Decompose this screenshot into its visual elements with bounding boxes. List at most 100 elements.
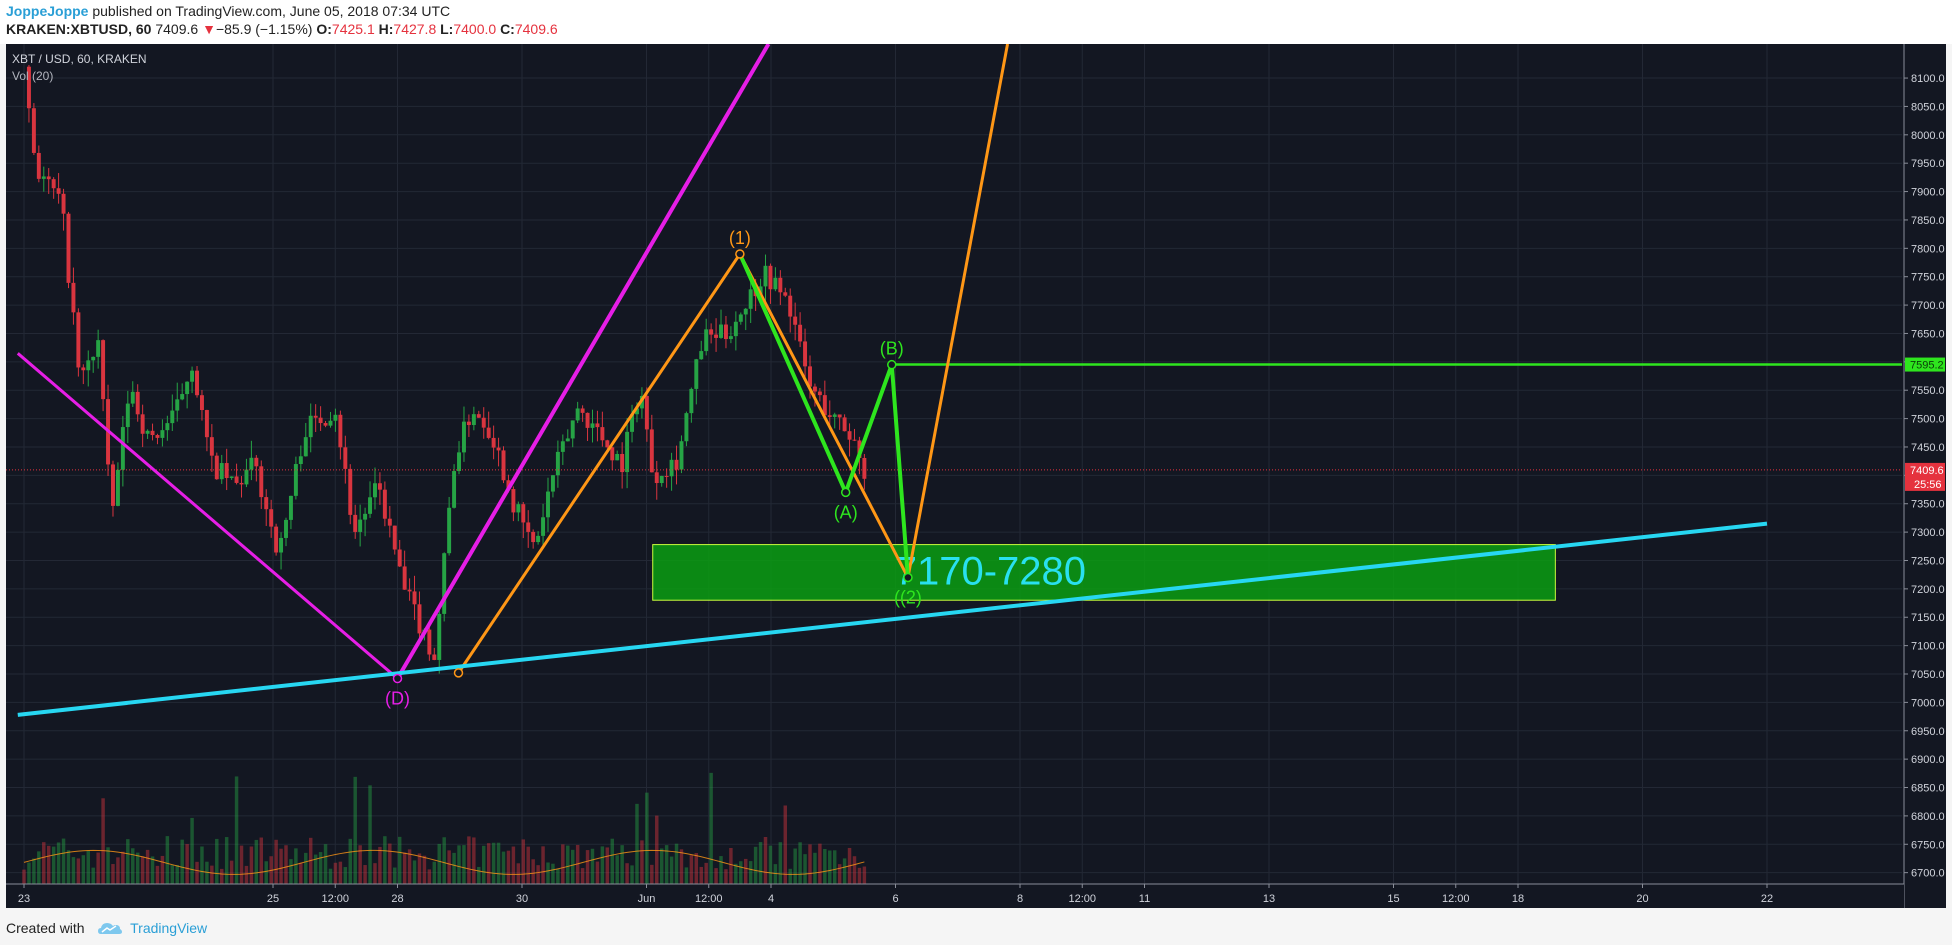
volume-bar [353, 776, 357, 884]
trendline-orange-projection [906, 44, 1010, 578]
volume-bar [116, 857, 120, 884]
candle-body [303, 437, 308, 457]
volume-bar [462, 845, 466, 884]
candle-body [565, 438, 570, 442]
candle-body [96, 340, 101, 357]
candle-body [768, 265, 773, 290]
volume-bar [101, 798, 105, 884]
chart-area[interactable]: 7170-7280 (D) (1) (A) (B) ((2) 8100.0 8050.0 800… [6, 44, 1946, 908]
candle-body [358, 519, 363, 532]
candle-body [377, 483, 382, 490]
candle-body [76, 312, 81, 368]
volume-bar [402, 852, 407, 884]
volume-bar [615, 855, 619, 884]
volume-bar [501, 851, 506, 884]
time-tick-label: 12:00 [695, 893, 723, 905]
volume-bar [284, 845, 288, 884]
candle-body [26, 66, 31, 109]
volume-bar [215, 838, 219, 884]
candle-body [842, 417, 847, 432]
time-tick-label: 22 [1761, 893, 1773, 905]
close-value: 7409.6 [514, 21, 558, 37]
volume-bar [521, 839, 526, 884]
candle-body [145, 430, 150, 434]
volume-bar [491, 842, 496, 884]
candle-body [788, 295, 793, 317]
time-tick-label: 8 [1017, 893, 1023, 905]
time-tick-label: 20 [1636, 893, 1648, 905]
volume-bar [289, 859, 293, 884]
price-tick-label: 7900.0 [1911, 187, 1945, 199]
indicator-label: Vol (20) [12, 69, 53, 83]
candle-body [71, 282, 76, 313]
candle-body [66, 213, 71, 283]
volume-bar [798, 842, 802, 884]
candle-body [580, 408, 585, 413]
candle-body [560, 441, 565, 452]
volume-bar [328, 868, 333, 884]
candle-body [264, 497, 269, 510]
low-value: 7400.0 [453, 21, 497, 37]
price-chart[interactable]: 7170-7280 (D) (1) (A) (B) ((2) 8100.0 8050.0 800… [6, 44, 1946, 908]
volume-bar [605, 847, 610, 884]
candle-body [373, 483, 377, 498]
volume-bar [585, 850, 590, 884]
candle-body [783, 292, 788, 296]
candle-body [432, 654, 437, 660]
candle-body [437, 613, 442, 660]
price-tick-label: 7650.0 [1911, 328, 1945, 340]
volume-bar [556, 869, 560, 884]
volume-bar [71, 857, 76, 884]
candle-body [590, 423, 595, 428]
volume-bar [659, 848, 664, 884]
volume-bar [694, 852, 699, 884]
volume-bar [832, 850, 837, 884]
price-tick-label: 7850.0 [1911, 215, 1945, 227]
volume-bar [279, 848, 283, 884]
candle-body [140, 414, 145, 434]
candle-body [684, 413, 689, 442]
volume-bar [318, 852, 323, 884]
volume-ma-line [23, 849, 865, 875]
trendline-magenta-down [16, 352, 399, 680]
candle-body [723, 324, 728, 340]
price-tick-label: 7550.0 [1911, 385, 1945, 397]
volume-bar [729, 848, 733, 884]
author-link[interactable]: JoppeJoppe [6, 3, 89, 19]
volume-bar [427, 869, 432, 884]
candle-body [615, 453, 620, 461]
candle-body [180, 394, 185, 400]
volume-bar [388, 843, 392, 884]
candle-body [41, 176, 46, 179]
candle-body [219, 463, 224, 480]
volume-bar [383, 836, 387, 884]
candle-body [585, 412, 590, 428]
trendline-green-wave [738, 253, 910, 578]
volume-bar [679, 849, 684, 884]
volume-bar [486, 843, 491, 884]
candle-body [135, 391, 140, 415]
volume-bar [37, 851, 41, 884]
candle-body [803, 341, 808, 367]
candle-body [269, 509, 274, 527]
candle-body [111, 464, 115, 506]
candle-body [392, 525, 397, 550]
price-tick-label: 7500.0 [1911, 414, 1945, 426]
volume-bar [778, 842, 783, 884]
price-tick-label: 6700.0 [1911, 868, 1945, 880]
candle-body [185, 381, 190, 395]
pivot-point [903, 572, 913, 583]
volume-bar [541, 846, 545, 884]
volume-bar [857, 867, 862, 884]
candle-body [259, 466, 264, 498]
candle-body [550, 475, 555, 492]
tradingview-link[interactable]: TradingView [130, 920, 208, 936]
volume-bar [768, 845, 773, 884]
volume-bar [684, 867, 689, 884]
candles [26, 65, 867, 674]
time-tick-label: 6 [892, 893, 898, 905]
volume-bar [664, 845, 669, 884]
volume-bar [655, 815, 659, 884]
volume-bar [323, 844, 328, 884]
volume-bar [536, 865, 540, 884]
